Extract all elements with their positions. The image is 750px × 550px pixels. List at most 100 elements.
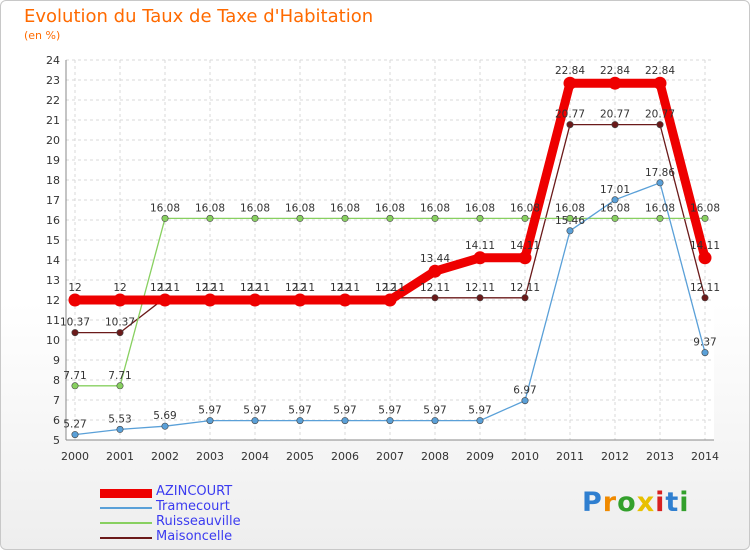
- data-point-tramecourt: [116, 425, 124, 433]
- data-label-maisoncelle: 10.37: [105, 317, 135, 329]
- data-label-azincourt: 13.44: [420, 253, 450, 265]
- data-label-ruisseauville: 16.08: [330, 202, 360, 214]
- data-label-maisoncelle: 12.11: [240, 282, 270, 294]
- y-tick-label: 6: [53, 414, 60, 427]
- data-point-maisoncelle: [701, 294, 709, 302]
- data-point-ruisseauville: [206, 214, 214, 222]
- data-point-maisoncelle: [566, 121, 574, 129]
- y-tick-label: 23: [46, 74, 60, 87]
- data-point-azincourt: [68, 293, 82, 307]
- data-label-azincourt: 22.84: [645, 65, 675, 77]
- plot-area: [66, 60, 714, 440]
- axes: 5 6 7 8 9 10 11 12 13 14 15 16 17 18 19 20 21 22 23 24 2000 2…: [46, 54, 719, 463]
- proxiti-logo: Proxiti: [582, 487, 690, 518]
- y-tick-label: 13: [46, 274, 60, 287]
- y-tick-label: 22: [46, 94, 60, 107]
- legend-swatch-ruisseauville: [100, 522, 152, 524]
- data-point-maisoncelle: [71, 329, 79, 337]
- data-point-ruisseauville: [71, 382, 79, 390]
- data-point-azincourt: [203, 293, 217, 307]
- legend: AZINCOURT Tramecourt Ruisseauville Maisonce…: [100, 484, 360, 545]
- logo-letter: o: [617, 487, 637, 518]
- legend-swatch-maisoncelle: [100, 537, 152, 539]
- data-label-azincourt: 14.11: [510, 240, 540, 252]
- data-point-ruisseauville: [701, 214, 709, 222]
- x-tick-label: 2014: [691, 450, 719, 463]
- data-point-tramecourt: [611, 196, 619, 204]
- data-label-tramecourt: 15.46: [555, 215, 585, 227]
- data-point-ruisseauville: [566, 214, 574, 222]
- data-label-tramecourt: 5.97: [378, 405, 401, 417]
- y-tick-label: 18: [46, 174, 60, 187]
- y-tick-label: 10: [46, 334, 60, 347]
- logo-letter: i: [679, 487, 690, 518]
- data-label-tramecourt: 5.97: [468, 405, 491, 417]
- data-label-azincourt: 12: [293, 282, 306, 294]
- data-point-azincourt: [293, 293, 307, 307]
- grid: [66, 59, 714, 441]
- x-tick-label: 2010: [511, 450, 539, 463]
- logo-letter: x: [636, 487, 656, 518]
- x-tick-label: 2008: [421, 450, 449, 463]
- data-label-azincourt: 12: [68, 282, 81, 294]
- data-label-maisoncelle: 12.11: [330, 282, 360, 294]
- data-point-tramecourt: [296, 417, 304, 425]
- data-label-azincourt: 22.84: [600, 65, 630, 77]
- x-tick-label: 2004: [241, 450, 269, 463]
- y-tick-label: 8: [53, 374, 60, 387]
- x-tick-label: 2003: [196, 450, 224, 463]
- data-label-tramecourt: 5.27: [63, 419, 86, 431]
- x-tick-label: 2001: [106, 450, 134, 463]
- y-tick-label: 12: [46, 294, 60, 307]
- x-tick-label: 2012: [601, 450, 629, 463]
- data-point-tramecourt: [656, 179, 664, 187]
- y-tick-label: 17: [46, 194, 60, 207]
- data-point-azincourt: [113, 293, 127, 307]
- logo-letter: t: [665, 487, 680, 518]
- data-label-tramecourt: 5.97: [423, 405, 446, 417]
- data-label-ruisseauville: 16.08: [690, 202, 720, 214]
- x-tick-label: 2006: [331, 450, 359, 463]
- data-label-ruisseauville: 16.08: [645, 202, 675, 214]
- data-label-tramecourt: 9.37: [693, 337, 716, 349]
- data-point-ruisseauville: [251, 214, 259, 222]
- data-label-maisoncelle: 20.77: [555, 109, 585, 121]
- data-point-azincourt: [608, 76, 622, 90]
- data-label-tramecourt: 5.53: [108, 413, 131, 425]
- data-label-maisoncelle: 12.11: [150, 282, 180, 294]
- data-point-ruisseauville: [476, 214, 484, 222]
- data-point-tramecourt: [386, 417, 394, 425]
- data-point-azincourt: [698, 251, 712, 265]
- data-point-tramecourt: [161, 422, 169, 430]
- legend-label-maisoncelle: Maisoncelle: [156, 529, 233, 544]
- data-label-tramecourt: 5.97: [243, 405, 266, 417]
- data-label-azincourt: 12: [248, 282, 261, 294]
- data-label-azincourt: 12: [203, 282, 216, 294]
- x-tick-label: 2005: [286, 450, 314, 463]
- data-point-tramecourt: [341, 417, 349, 425]
- x-tick-label: 2013: [646, 450, 674, 463]
- legend-item-tramecourt: Tramecourt: [100, 499, 360, 515]
- data-label-ruisseauville: 16.08: [465, 202, 495, 214]
- y-tick-label: 11: [46, 314, 60, 327]
- legend-label-tramecourt: Tramecourt: [156, 499, 230, 514]
- data-point-maisoncelle: [431, 294, 439, 302]
- data-point-azincourt: [383, 293, 397, 307]
- data-point-azincourt: [653, 76, 667, 90]
- y-tick-label: 15: [46, 234, 60, 247]
- data-label-ruisseauville: 16.08: [375, 202, 405, 214]
- data-label-azincourt: 12: [113, 282, 126, 294]
- data-label-ruisseauville: 7.71: [108, 370, 131, 382]
- y-tick-label: 24: [46, 54, 60, 67]
- data-label-maisoncelle: 20.77: [645, 109, 675, 121]
- data-point-tramecourt: [431, 417, 439, 425]
- y-tick-label: 21: [46, 114, 60, 127]
- data-label-ruisseauville: 16.08: [240, 202, 270, 214]
- data-label-maisoncelle: 12.11: [375, 282, 405, 294]
- data-label-tramecourt: 5.69: [153, 410, 176, 422]
- data-label-tramecourt: 5.97: [333, 405, 356, 417]
- y-tick-label: 14: [46, 254, 60, 267]
- data-label-ruisseauville: 16.08: [195, 202, 225, 214]
- chart-subtitle: (en %): [24, 29, 61, 42]
